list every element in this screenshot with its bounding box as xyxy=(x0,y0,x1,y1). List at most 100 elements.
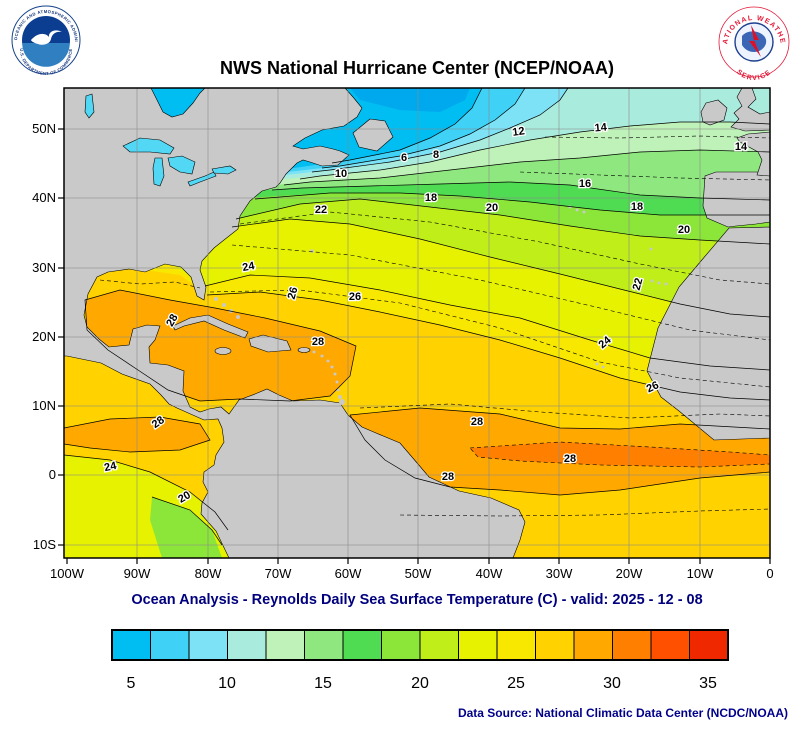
map-border xyxy=(63,87,771,559)
nws-lightning-bolt-icon xyxy=(749,25,761,57)
lake-erie xyxy=(187,171,217,187)
svg-text:0: 0 xyxy=(766,566,773,581)
svg-text:90W: 90W xyxy=(124,566,151,581)
svg-text:20W: 20W xyxy=(616,566,643,581)
colorbar-cell xyxy=(111,629,151,661)
colorbar-tick-labels: 5 10 15 20 25 30 35 xyxy=(127,675,717,692)
svg-text:100W: 100W xyxy=(50,566,85,581)
axis-ticks xyxy=(58,128,771,564)
svg-text:10S: 10S xyxy=(33,537,56,552)
svg-text:28: 28 xyxy=(564,453,576,465)
svg-text:10: 10 xyxy=(218,675,236,692)
svg-text:35: 35 xyxy=(699,675,717,692)
svg-text:70W: 70W xyxy=(265,566,292,581)
svg-text:22: 22 xyxy=(631,277,646,292)
grid-lines xyxy=(64,88,770,558)
colorbar-cell xyxy=(150,629,190,661)
landmass-britain xyxy=(730,88,770,132)
svg-text:26: 26 xyxy=(349,291,361,303)
colorbar-frame xyxy=(111,629,729,661)
svg-text:20: 20 xyxy=(678,224,690,236)
isotherm-contours-solid xyxy=(64,88,770,546)
svg-text:5: 5 xyxy=(127,675,136,692)
svg-text:14: 14 xyxy=(594,121,608,134)
lake-michigan xyxy=(152,157,165,187)
map-body: 6 8 10 12 14 14 16 18 18 20 20 22 22 24 … xyxy=(64,88,770,558)
noaa-emblem-sea xyxy=(22,43,70,67)
svg-text:50N: 50N xyxy=(32,121,56,136)
svg-text:30: 30 xyxy=(603,675,621,692)
colorbar-cell xyxy=(381,629,421,661)
lake-huron xyxy=(167,155,196,175)
svg-text:80W: 80W xyxy=(195,566,222,581)
lake-winnipeg xyxy=(84,93,95,119)
svg-text:28: 28 xyxy=(312,336,324,348)
colorbar-cell xyxy=(689,629,729,661)
svg-text:40W: 40W xyxy=(476,566,503,581)
svg-text:25: 25 xyxy=(507,675,525,692)
svg-text:40N: 40N xyxy=(32,190,56,205)
svg-text:15: 15 xyxy=(314,675,332,692)
svg-text:8: 8 xyxy=(433,149,439,161)
svg-text:30W: 30W xyxy=(546,566,573,581)
map-caption: Ocean Analysis - Reynolds Daily Sea Surf… xyxy=(131,592,702,608)
colorbar-cell xyxy=(419,629,459,661)
lake-ontario xyxy=(211,165,237,175)
landmass-ireland xyxy=(700,99,728,126)
landmass-newfoundland xyxy=(352,118,394,152)
svg-text:18: 18 xyxy=(631,201,643,213)
landmass-cuba xyxy=(172,314,249,339)
lakes-group xyxy=(84,93,237,187)
colorbar-cell xyxy=(612,629,652,661)
colorbar-cell xyxy=(342,629,382,661)
svg-text:10W: 10W xyxy=(687,566,714,581)
svg-text:24: 24 xyxy=(241,260,256,274)
colorbar-cell xyxy=(650,629,690,661)
svg-text:26: 26 xyxy=(286,286,301,301)
svg-text:22: 22 xyxy=(315,204,327,216)
svg-text:24: 24 xyxy=(103,460,118,474)
svg-text:30N: 30N xyxy=(32,260,56,275)
sst-map: 6 8 10 12 14 14 16 18 18 20 20 22 22 24 … xyxy=(32,87,774,581)
sst-band-warm-core xyxy=(470,442,770,467)
colorbar-cell xyxy=(304,629,344,661)
svg-text:20: 20 xyxy=(411,675,429,692)
lat-axis-labels: 50N 40N 30N 20N 10N 0 10S xyxy=(32,121,56,552)
landmass-iberia xyxy=(702,171,770,228)
landmass-hispaniola xyxy=(248,334,292,353)
page-title: NWS National Hurricane Center (NCEP/NOAA… xyxy=(220,58,614,78)
sst-band-coldest xyxy=(350,88,470,112)
colorbar-cell xyxy=(265,629,305,661)
landmass-jamaica xyxy=(214,347,232,355)
svg-text:14: 14 xyxy=(735,141,748,153)
isotherm-contours-dashed xyxy=(99,135,770,517)
svg-text:28: 28 xyxy=(471,416,483,428)
svg-text:6: 6 xyxy=(401,152,407,164)
svg-text:20: 20 xyxy=(486,202,498,214)
sst-band-pacific-cooler xyxy=(150,497,222,558)
colorbar xyxy=(111,629,729,661)
svg-text:0: 0 xyxy=(49,467,56,482)
landmass-africa xyxy=(646,226,770,441)
landmass-group xyxy=(64,88,770,558)
data-source-credit: Data Source: National Climatic Data Cent… xyxy=(458,706,788,720)
colorbar-cell xyxy=(496,629,536,661)
landmass-small-islands xyxy=(214,205,668,405)
landmass-puerto-rico xyxy=(297,347,311,353)
svg-text:20N: 20N xyxy=(32,329,56,344)
svg-text:16: 16 xyxy=(579,178,591,190)
noaa-seagull-icon xyxy=(31,30,62,45)
svg-text:10: 10 xyxy=(335,168,347,180)
nws-logo: NATIONAL WEATHER SERVICE xyxy=(718,6,790,82)
isotherm-labels: 6 8 10 12 14 14 16 18 18 20 20 22 22 24 … xyxy=(102,120,749,507)
colorbar-cell xyxy=(227,629,267,661)
colorbar-cell xyxy=(573,629,613,661)
landmass-americas xyxy=(64,88,526,558)
svg-text:28: 28 xyxy=(442,471,454,483)
svg-text:60W: 60W xyxy=(335,566,362,581)
svg-text:12: 12 xyxy=(512,125,526,139)
noaa-logo: NATIONAL OCEANIC AND ATMOSPHERIC ADMINIS… xyxy=(11,5,81,76)
colorbar-cell xyxy=(458,629,498,661)
